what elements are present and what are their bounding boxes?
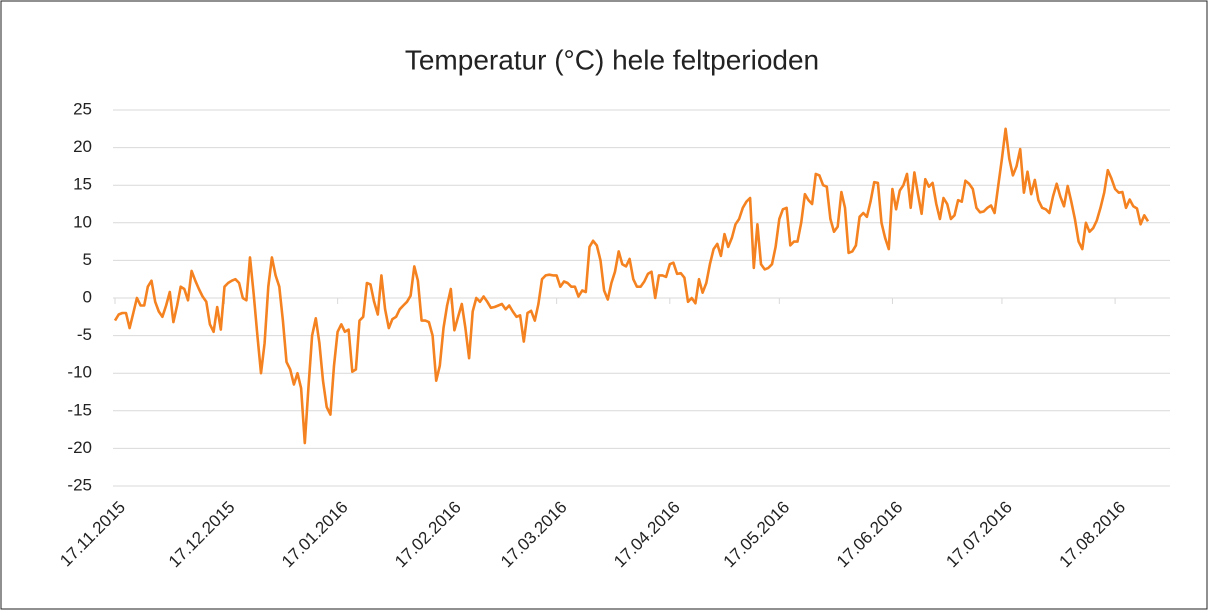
- y-tick-label: 25: [73, 99, 92, 118]
- y-tick-label: 15: [73, 175, 92, 194]
- y-tick-label: -15: [67, 400, 92, 419]
- line-series: [113, 127, 1150, 445]
- y-tick-label: 20: [73, 137, 92, 156]
- chart-title: Temperatur (°C) hele feltperioden: [405, 44, 819, 75]
- y-tick-label: -20: [67, 438, 92, 457]
- y-tick-label: 0: [83, 287, 92, 306]
- y-tick-label: 10: [73, 212, 92, 231]
- y-tick-label: -5: [77, 325, 92, 344]
- y-tick-label: -10: [67, 363, 92, 382]
- y-tick-label: -25: [67, 475, 92, 494]
- y-tick-label: 5: [83, 250, 92, 269]
